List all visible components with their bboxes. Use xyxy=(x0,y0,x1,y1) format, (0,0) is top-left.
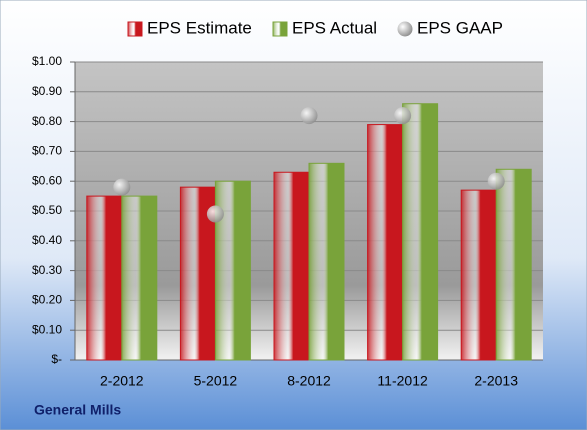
legend-marker xyxy=(397,21,413,37)
bar xyxy=(460,189,497,361)
legend-marker xyxy=(127,21,143,37)
y-tick-label: $0.30 xyxy=(32,263,62,277)
point xyxy=(113,178,131,196)
x-tick-label: 2-2013 xyxy=(474,373,518,389)
y-tick-label: $0.50 xyxy=(32,203,62,217)
y-tick-label: $- xyxy=(51,352,62,366)
y-tick-label: $0.90 xyxy=(32,84,62,98)
x-tick-label: 5-2012 xyxy=(194,373,238,389)
legend-label: EPS Actual xyxy=(292,18,377,37)
y-tick-label: $0.60 xyxy=(32,173,62,187)
y-tick-label: $0.10 xyxy=(32,322,62,336)
legend-label: EPS Estimate xyxy=(147,18,252,37)
legend-label: EPS GAAP xyxy=(417,18,503,37)
point xyxy=(487,172,505,190)
bar xyxy=(86,195,123,361)
legend-marker xyxy=(272,21,288,37)
x-tick-label: 11-2012 xyxy=(377,373,428,389)
y-tick-label: $1.00 xyxy=(32,54,62,68)
x-tick-label: 8-2012 xyxy=(287,373,331,389)
point xyxy=(206,205,224,223)
footer: General Mills xyxy=(34,402,121,418)
bar xyxy=(308,162,345,361)
bar xyxy=(402,103,439,361)
y-tick-label: $0.70 xyxy=(32,144,62,158)
bar xyxy=(367,124,404,361)
x-tick-label: 2-2012 xyxy=(100,373,144,389)
bar xyxy=(273,171,310,361)
bar xyxy=(121,195,158,361)
point xyxy=(394,107,412,125)
y-tick-label: $0.40 xyxy=(32,233,62,247)
y-tick-label: $0.20 xyxy=(32,293,62,307)
bar xyxy=(495,168,532,361)
point xyxy=(300,107,318,125)
y-tick-label: $0.80 xyxy=(32,114,62,128)
